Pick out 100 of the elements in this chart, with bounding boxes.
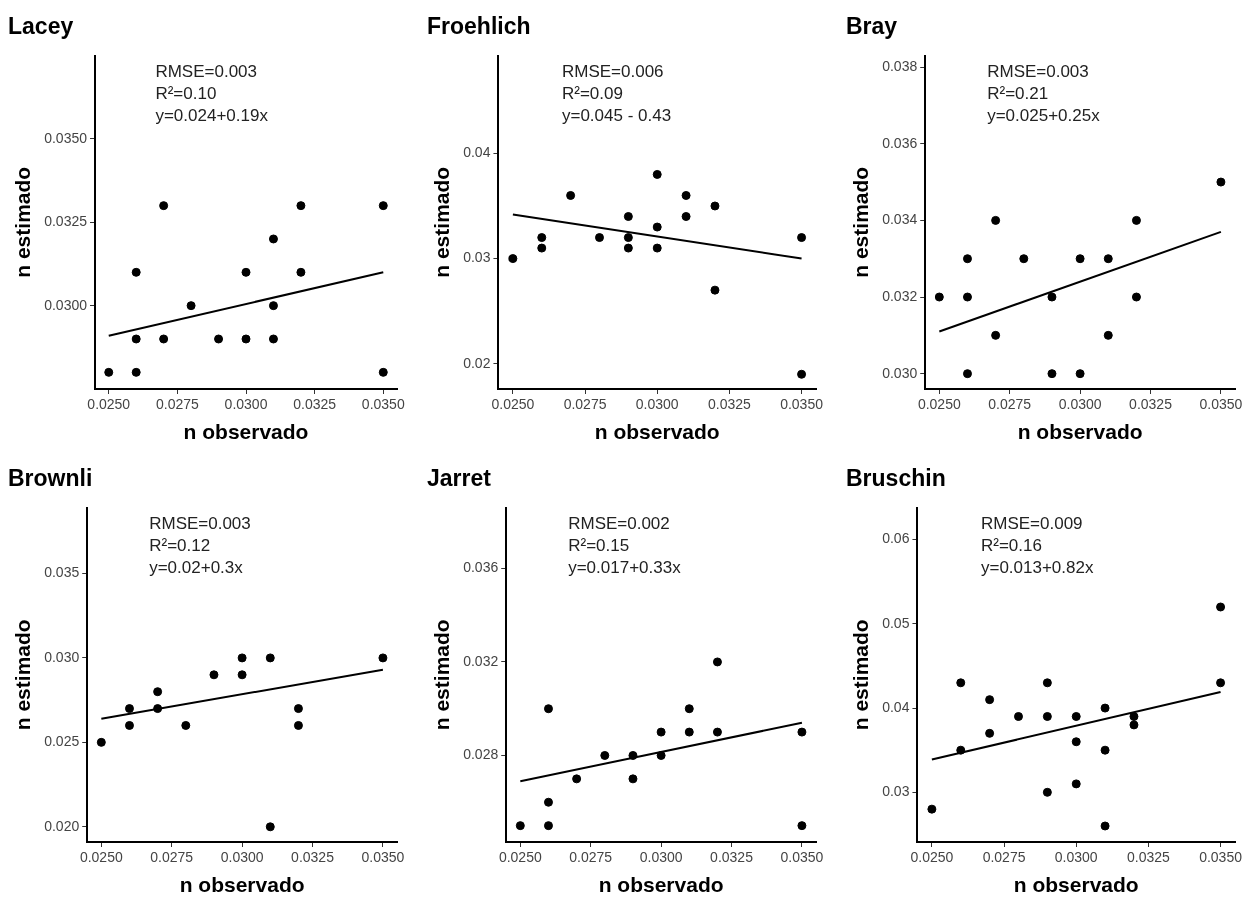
x-tick-label: 0.0275 [563, 396, 607, 413]
x-tick-label: 0.0300 [635, 396, 679, 413]
y-axis-title: n estimado [849, 166, 873, 278]
y-tick-label: 0.028 [463, 746, 499, 763]
x-tick-label: 0.0275 [569, 849, 613, 866]
annotation: y=0.024+0.19x [155, 105, 269, 125]
y-tick-label: 0.030 [882, 364, 918, 381]
point [684, 704, 694, 714]
x-tick-label: 0.0300 [1058, 396, 1102, 413]
x-tick-label: 0.0250 [79, 849, 123, 866]
annotation: R²=0.10 [155, 83, 217, 103]
point [296, 201, 306, 211]
point [515, 821, 525, 831]
y-tick-label: 0.04 [463, 144, 491, 161]
annotation: RMSE=0.003 [149, 513, 251, 533]
point [652, 169, 662, 179]
point [985, 728, 995, 738]
point [508, 254, 518, 264]
point [181, 720, 191, 730]
annotation: y=0.045 - 0.43 [561, 105, 672, 125]
point [1071, 737, 1081, 747]
point [241, 334, 251, 344]
point [797, 821, 807, 831]
annotation: RMSE=0.003 [155, 61, 258, 81]
annotation: RMSE=0.009 [980, 513, 1083, 533]
x-axis-title: n observado [594, 420, 720, 444]
y-tick-label: 0.0350 [44, 129, 88, 146]
x-tick-label: 0.0275 [982, 849, 1026, 866]
y-tick-label: 0.032 [882, 287, 918, 304]
point [378, 201, 388, 211]
x-tick-label: 0.0350 [1199, 849, 1243, 866]
point [1100, 821, 1110, 831]
y-tick-label: 0.030 [44, 648, 80, 665]
point [1131, 215, 1141, 225]
x-tick-label: 0.0325 [293, 396, 337, 413]
point [652, 222, 662, 232]
y-axis-title: n estimado [11, 166, 35, 278]
point [962, 254, 972, 264]
y-axis-title: n estimado [430, 166, 454, 278]
point [159, 201, 169, 211]
point [572, 774, 582, 784]
point [268, 334, 278, 344]
point [1103, 254, 1113, 264]
point [991, 215, 1001, 225]
y-axis-title: n estimado [11, 619, 35, 731]
point [623, 212, 633, 222]
x-tick-label: 0.0325 [1129, 396, 1173, 413]
point [1071, 779, 1081, 789]
annotation: R²=0.15 [568, 535, 630, 555]
x-tick-label: 0.0300 [1054, 849, 1098, 866]
point [1100, 703, 1110, 713]
point [1216, 678, 1226, 688]
y-axis-title: n estimado [430, 619, 454, 731]
point [985, 695, 995, 705]
x-tick-label: 0.0300 [639, 849, 683, 866]
point [1103, 330, 1113, 340]
y-tick-label: 0.03 [463, 249, 491, 266]
chart-title: Jarret [427, 465, 492, 492]
y-tick-label: 0.02 [463, 354, 491, 371]
point [1013, 712, 1023, 721]
point [623, 233, 633, 243]
x-tick-label: 0.0325 [710, 849, 754, 866]
point [293, 720, 303, 730]
point [1075, 254, 1085, 264]
x-tick-label: 0.0325 [707, 396, 752, 413]
y-tick-label: 0.0300 [44, 296, 88, 313]
annotation: y=0.017+0.33x [568, 557, 682, 577]
x-tick-label: 0.0250 [910, 849, 954, 866]
point [681, 190, 691, 200]
x-tick-label: 0.0250 [491, 396, 535, 413]
point [543, 821, 553, 831]
point [600, 750, 610, 760]
x-tick-label: 0.0350 [780, 396, 824, 413]
point [594, 233, 604, 243]
point [159, 334, 169, 344]
x-tick-label: 0.0275 [155, 396, 199, 413]
y-tick-label: 0.025 [44, 733, 80, 750]
point [378, 367, 388, 377]
y-tick-label: 0.034 [882, 211, 918, 228]
y-tick-label: 0.0325 [44, 213, 88, 230]
y-tick-label: 0.035 [44, 564, 80, 581]
point [1019, 254, 1029, 264]
point [566, 190, 576, 200]
point [1047, 292, 1057, 302]
annotation: RMSE=0.003 [987, 61, 1089, 81]
point [1100, 745, 1110, 755]
point [124, 720, 134, 730]
point [237, 653, 247, 663]
point [543, 797, 553, 807]
point [710, 285, 720, 295]
point [153, 687, 163, 697]
point [656, 727, 666, 737]
x-tick-label: 0.0275 [150, 849, 194, 866]
chart-title: Bray [846, 13, 898, 40]
point [962, 292, 972, 302]
x-axis-title: n observado [1017, 420, 1143, 444]
point [241, 267, 251, 277]
y-tick-label: 0.020 [44, 817, 80, 834]
annotation: R²=0.09 [561, 83, 623, 103]
point [1131, 292, 1141, 302]
